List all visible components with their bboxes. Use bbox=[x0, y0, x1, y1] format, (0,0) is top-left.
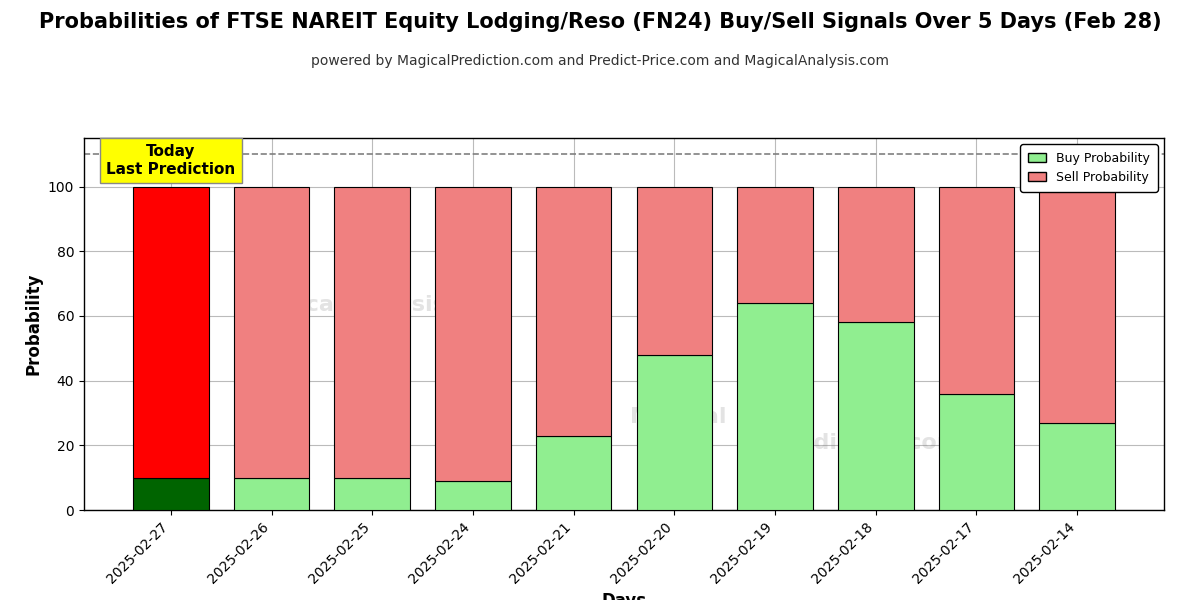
Text: Magical: Magical bbox=[630, 407, 726, 427]
Bar bbox=[335, 478, 410, 510]
Text: Today
Last Prediction: Today Last Prediction bbox=[107, 145, 235, 177]
Bar bbox=[737, 187, 812, 303]
Bar bbox=[536, 187, 612, 436]
Y-axis label: Probability: Probability bbox=[24, 273, 42, 375]
Bar bbox=[838, 322, 913, 510]
Bar bbox=[436, 187, 511, 481]
Bar bbox=[234, 478, 310, 510]
Text: powered by MagicalPrediction.com and Predict-Price.com and MagicalAnalysis.com: powered by MagicalPrediction.com and Pre… bbox=[311, 54, 889, 68]
Bar bbox=[636, 355, 712, 510]
Text: Probabilities of FTSE NAREIT Equity Lodging/Reso (FN24) Buy/Sell Signals Over 5 : Probabilities of FTSE NAREIT Equity Lodg… bbox=[38, 12, 1162, 32]
Bar bbox=[133, 478, 209, 510]
Bar bbox=[536, 436, 612, 510]
Bar bbox=[335, 187, 410, 478]
Text: IPrediction.com: IPrediction.com bbox=[763, 433, 960, 453]
Bar bbox=[737, 303, 812, 510]
Bar bbox=[1039, 187, 1115, 422]
Bar bbox=[938, 187, 1014, 394]
Bar bbox=[436, 481, 511, 510]
Bar bbox=[1039, 422, 1115, 510]
X-axis label: Days: Days bbox=[601, 592, 647, 600]
Text: MagicalAnalysis.com: MagicalAnalysis.com bbox=[245, 295, 506, 316]
Bar bbox=[133, 187, 209, 478]
Bar bbox=[234, 187, 310, 478]
Bar bbox=[838, 187, 913, 322]
Legend: Buy Probability, Sell Probability: Buy Probability, Sell Probability bbox=[1020, 144, 1158, 191]
Bar bbox=[636, 187, 712, 355]
Bar bbox=[938, 394, 1014, 510]
